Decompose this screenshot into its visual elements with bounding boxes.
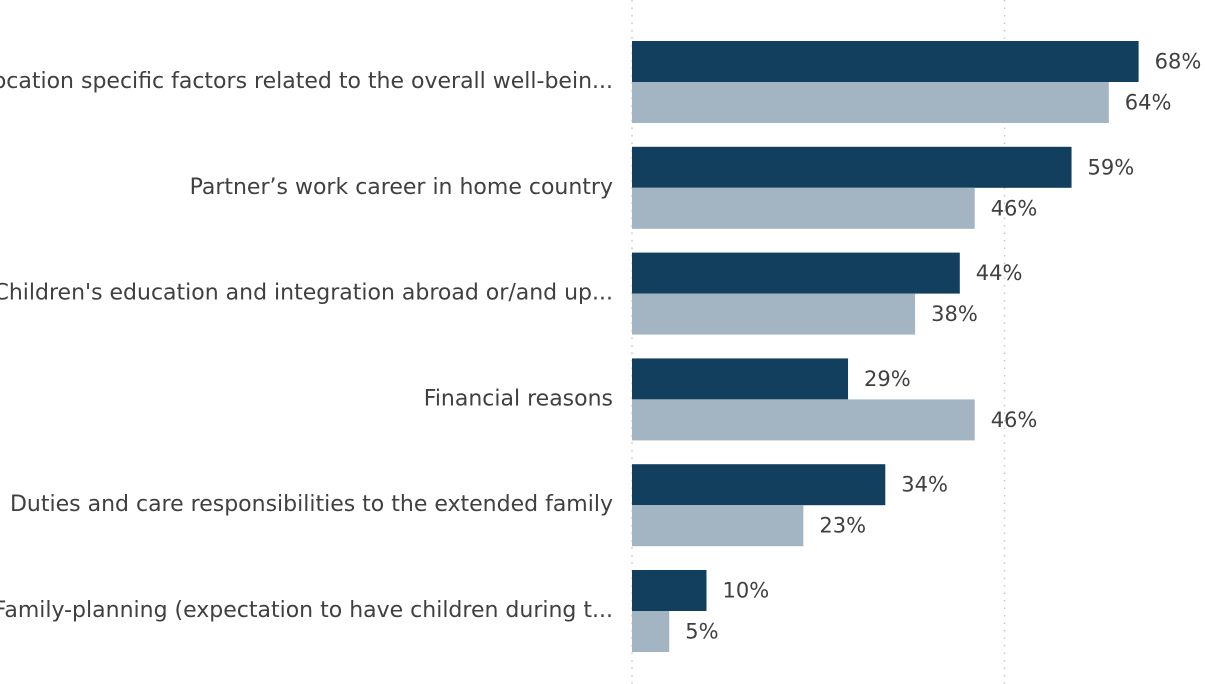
data-label: 29%: [864, 367, 911, 391]
category-label: Duties and care responsibilities to the …: [10, 492, 613, 517]
data-label: 5%: [685, 620, 718, 644]
bar-series-1-4: [632, 505, 804, 547]
data-label: 46%: [991, 408, 1038, 432]
category-label: Partner’s work career in home country: [190, 175, 613, 200]
bar-series-1-2: [632, 293, 916, 335]
category-label: Children's education and integration abr…: [0, 281, 613, 306]
bar-series-0-5: [632, 570, 707, 611]
bar-series-0-4: [632, 464, 886, 506]
data-label: 44%: [976, 261, 1023, 285]
labels: Location specific factors related to the…: [0, 50, 1201, 644]
data-label: 46%: [991, 196, 1038, 220]
bar-series-0-3: [632, 358, 849, 400]
data-label: 23%: [819, 514, 866, 538]
bars: [632, 41, 1139, 652]
bar-series-1-1: [632, 187, 975, 229]
data-label: 10%: [723, 579, 770, 603]
bar-series-1-3: [632, 399, 975, 441]
bar-series-0-2: [632, 252, 960, 294]
bar-series-1-0: [632, 82, 1109, 123]
data-label: 68%: [1155, 50, 1202, 74]
bar-series-0-1: [632, 146, 1072, 188]
category-label: Financial reasons: [424, 386, 613, 411]
bar-series-1-5: [632, 611, 670, 652]
bar-series-0-0: [632, 41, 1139, 82]
category-label: Family-planning (expectation to have chi…: [0, 598, 613, 623]
data-label: 59%: [1088, 155, 1135, 179]
data-label: 34%: [901, 473, 948, 497]
data-label: 64%: [1125, 91, 1172, 115]
data-label: 38%: [931, 302, 978, 326]
category-label: Location specific factors related to the…: [0, 69, 613, 94]
